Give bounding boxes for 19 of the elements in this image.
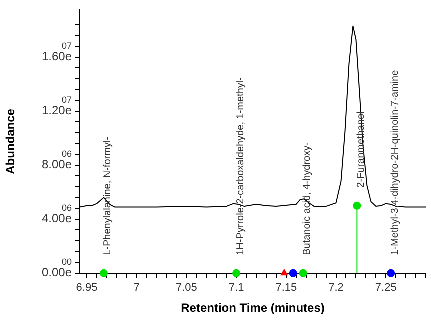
y-tick-label: 4.00e06 <box>42 202 72 226</box>
annotation: 2-Furanmethanol <box>356 112 367 188</box>
y-axis-title: Abundance <box>4 108 18 174</box>
annotation: 1H-Pyrrole-2-carboxaldehyde, 1-methyl- <box>235 78 246 256</box>
y-tick-label: 1.60e07 <box>42 40 72 64</box>
y-tick-label: 1.20e07 <box>42 94 72 118</box>
x-tick-label: 7.25 <box>375 282 397 294</box>
x-axis-title: Retention Time (minutes) <box>181 301 325 316</box>
x-tick-label: 7.2 <box>328 282 344 294</box>
x-tick-label: 7 <box>134 282 140 294</box>
annotation: Butanoic acid, 4-hydroxy- <box>302 142 314 256</box>
annotation: 1-Methyl-3,4-dihydro-2H-quinolin-7-amine <box>390 70 401 256</box>
x-tick-label: 7.05 <box>176 282 198 294</box>
annotation: L-Phenylalanine, N-formyl- <box>102 137 114 256</box>
x-tick-label: 7.15 <box>276 282 298 294</box>
y-tick-label: 8.00e06 <box>42 148 72 172</box>
x-tick-label: 6.95 <box>76 282 98 294</box>
x-tick-label: 7.1 <box>228 282 244 294</box>
y-tick-label: 0.00e00 <box>42 256 72 280</box>
